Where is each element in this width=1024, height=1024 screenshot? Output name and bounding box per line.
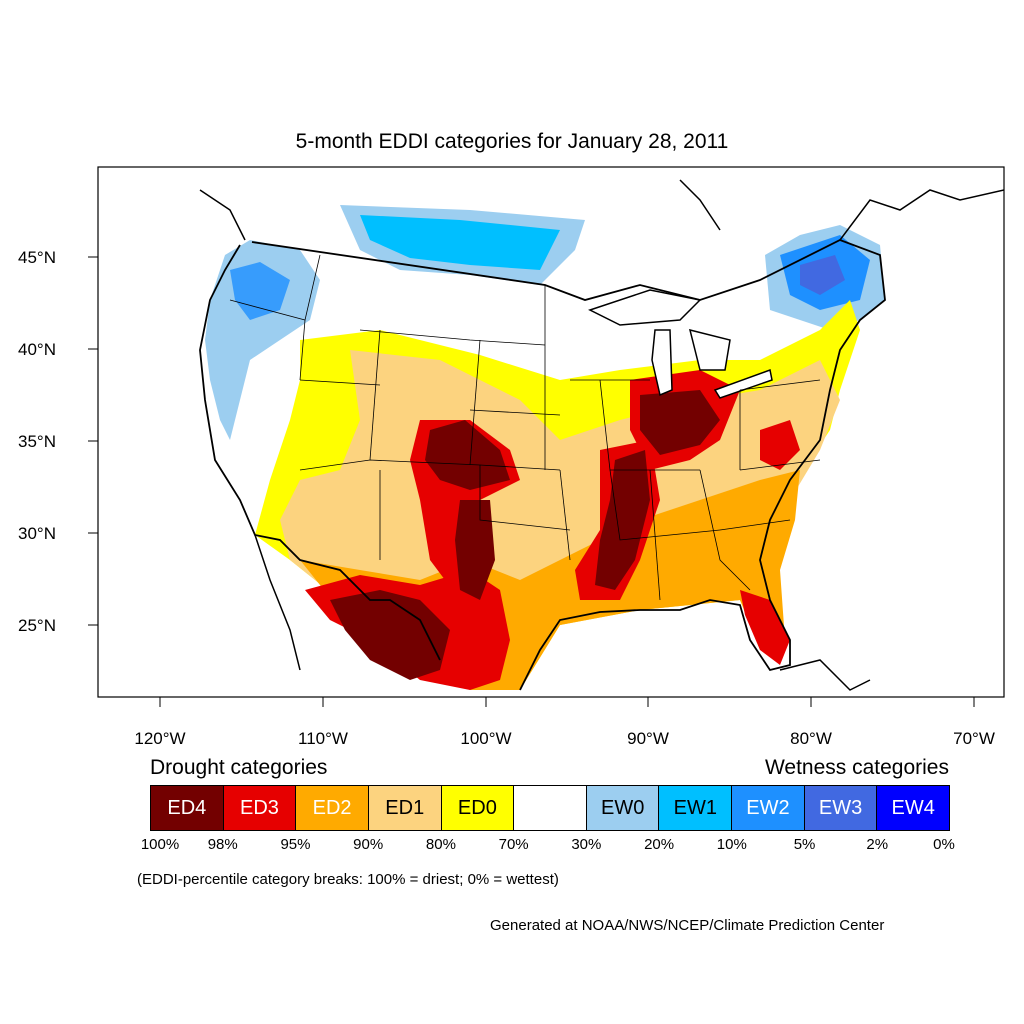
wet-northern-plains-inner	[360, 215, 560, 270]
ed4-texas	[330, 590, 450, 680]
lake-huron	[688, 328, 731, 371]
lon-axis: 120°W 110°W 100°W 90°W 80°W 70°W	[134, 697, 995, 748]
lon-tick-label: 80°W	[790, 729, 832, 748]
percentile-label: 30%	[571, 836, 602, 853]
ed3-florida	[740, 590, 790, 665]
legend-cell: ED3	[222, 785, 297, 831]
legend-cell	[513, 785, 587, 831]
ed4-ohio	[640, 390, 720, 455]
lon-tick-label: 70°W	[953, 729, 995, 748]
percentile-label: 90%	[353, 836, 384, 853]
lon-tick-label: 90°W	[627, 729, 669, 748]
category-note: (EDDI-percentile category breaks: 100% =…	[137, 871, 559, 888]
legend-cell: ED2	[295, 785, 369, 831]
lon-tick-label: 110°W	[298, 729, 348, 748]
percentile-label: 95%	[280, 836, 311, 853]
legend-cell: EW3	[803, 785, 878, 831]
mexico-coast	[254, 534, 871, 691]
lat-tick-label: 40°N	[18, 340, 56, 359]
lake-michigan	[651, 329, 673, 397]
percentile-label: 100%	[140, 836, 180, 853]
legend-cell: ED4	[150, 785, 224, 831]
percentile-label: 2%	[866, 836, 889, 853]
legend-cell: EW2	[731, 785, 805, 831]
lon-tick-label: 100°W	[460, 729, 511, 748]
percentile-label: 80%	[425, 836, 456, 853]
chart-title: 5-month EDDI categories for January 28, …	[295, 130, 729, 153]
lat-tick-label: 30°N	[18, 524, 56, 543]
lat-tick-label: 35°N	[18, 432, 56, 451]
lake-erie	[713, 368, 773, 399]
ed3-carolinas	[760, 420, 800, 470]
percentile-label: 70%	[498, 836, 529, 853]
map-area	[199, 179, 1004, 691]
legend-cell: EW0	[585, 785, 660, 831]
legend-cell: EW4	[876, 785, 951, 831]
lake-superior	[588, 289, 702, 326]
lon-tick-label: 120°W	[134, 729, 185, 748]
lat-tick-label: 25°N	[18, 616, 56, 635]
percentile-breaks: 100% 98% 95% 90% 80% 70% 30% 20% 10% 5% 2% 0%	[0, 836, 1024, 856]
ed4-midsouth	[595, 450, 650, 590]
percentile-label: 0%	[933, 836, 955, 853]
wet-northeast-core	[800, 255, 845, 295]
lat-axis: 45°N 40°N 35°N 30°N 25°N	[18, 248, 98, 635]
wet-northwest-inner	[230, 262, 290, 320]
canada-coast	[199, 179, 1004, 241]
legend-cell: EW1	[658, 785, 733, 831]
map-frame	[97, 166, 1005, 698]
percentile-label: 5%	[793, 836, 816, 853]
legend-cell: ED0	[440, 785, 515, 831]
legend-bar: ED4 ED3 ED2 ED1 ED0 EW0 EW1 EW2 EW3 EW4	[150, 785, 951, 831]
lat-tick-label: 45°N	[18, 248, 56, 267]
percentile-label: 10%	[716, 836, 747, 853]
drought-heading: Drought categories	[150, 756, 328, 779]
ed4-plains	[425, 420, 510, 490]
credit-line: Generated at NOAA/NWS/NCEP/Climate Predi…	[490, 917, 885, 934]
wetness-heading: Wetness categories	[764, 756, 949, 779]
percentile-label: 20%	[644, 836, 675, 853]
percentile-label: 98%	[207, 836, 238, 853]
ed4-river	[455, 500, 495, 600]
legend-cell: ED1	[367, 785, 442, 831]
